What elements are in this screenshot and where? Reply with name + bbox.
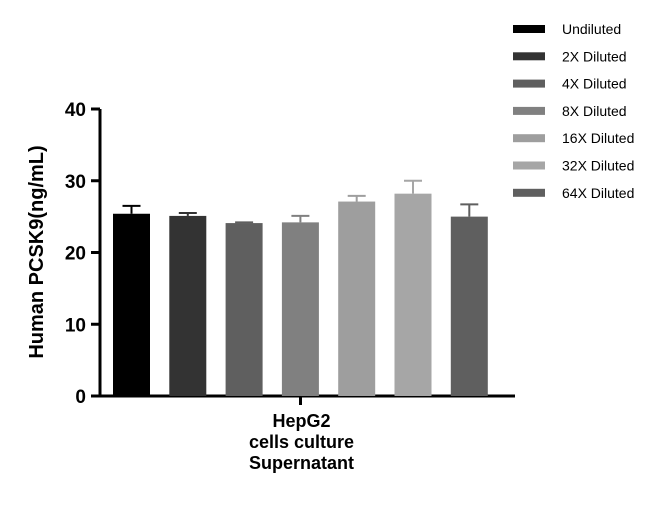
legend-label: 32X Diluted [562, 158, 634, 174]
bar [169, 215, 207, 396]
bar [281, 222, 319, 396]
legend-swatch [513, 188, 545, 197]
y-tick-label: 40 [65, 100, 86, 121]
legend-label: 4X Diluted [562, 76, 627, 92]
error-bar [235, 221, 254, 224]
error-bars [122, 179, 479, 224]
error-bar [404, 179, 422, 194]
bar [225, 223, 263, 396]
bar [394, 193, 432, 396]
bar [113, 213, 150, 396]
error-bar [178, 212, 197, 216]
legend-label: 64X Diluted [562, 185, 634, 201]
x-axis-label-line: cells culture [249, 432, 354, 452]
y-axis-label: Human PCSK9(ng/mL) [26, 145, 48, 358]
legend-label: 16X Diluted [562, 130, 634, 146]
y-tick-label: 20 [65, 244, 86, 265]
legend-item: 8X Diluted [513, 103, 627, 119]
error-bar [347, 194, 366, 202]
y-tick-label: 10 [65, 315, 86, 336]
legend-label: 2X Diluted [562, 48, 627, 64]
legend-swatch [513, 106, 545, 115]
y-axis: 0 10 20 30 40 [65, 100, 102, 408]
x-axis [98, 394, 515, 405]
bar [338, 201, 376, 396]
legend-label: 8X Diluted [562, 103, 627, 119]
x-axis-label-line: Supernatant [249, 453, 354, 473]
legend-item: Undiluted [513, 21, 621, 37]
legend-swatch [513, 52, 545, 61]
legend-swatch [513, 79, 545, 88]
legend: Undiluted 2X Diluted 4X Diluted 8X Diluted 1… [513, 21, 634, 201]
legend-swatch [513, 134, 545, 143]
error-bar [291, 214, 310, 223]
bar [450, 216, 488, 396]
legend-item: 2X Diluted [513, 48, 627, 64]
x-axis-label-line: HepG2 [272, 411, 330, 431]
y-tick-label: 30 [65, 172, 86, 193]
legend-item: 4X Diluted [513, 76, 627, 92]
legend-item: 16X Diluted [513, 130, 634, 146]
legend-item: 64X Diluted [513, 185, 634, 201]
error-bar [122, 204, 141, 214]
y-tick-label: 0 [75, 387, 86, 408]
legend-item: 32X Diluted [513, 158, 634, 174]
error-bar [460, 203, 479, 217]
legend-swatch [513, 161, 545, 170]
bars [113, 193, 488, 396]
legend-swatch [513, 25, 545, 33]
legend-label: Undiluted [562, 21, 621, 37]
